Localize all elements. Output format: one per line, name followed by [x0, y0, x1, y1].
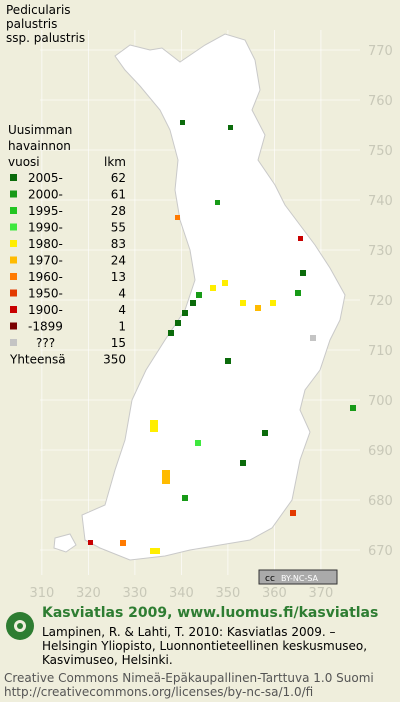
- species-name: ssp. palustris: [6, 31, 85, 45]
- legend-swatch: [10, 240, 17, 247]
- legend-count: 61: [111, 188, 126, 202]
- legend-label: -1899: [28, 320, 63, 334]
- y-tick-label: 710: [368, 344, 393, 359]
- legend-count: 13: [111, 270, 126, 284]
- citation: Lampinen, R. & Lahti, T. 2010: Kasviatla…: [42, 625, 336, 639]
- badge-box: [258, 569, 338, 585]
- legend-count: 4: [118, 287, 126, 301]
- y-tick-label: 670: [368, 544, 393, 559]
- legend-count: 15: [111, 336, 126, 350]
- legend-swatch: [10, 289, 17, 297]
- x-tick-label: 320: [76, 586, 101, 601]
- license: Creative Commons Nimeä-Epäkaupallinen-Ta…: [4, 671, 374, 685]
- legend-count: 24: [111, 254, 126, 268]
- legend-label: 1990-: [28, 221, 63, 235]
- legend-swatch: [10, 273, 17, 280]
- legend-label: 1960-: [28, 270, 63, 284]
- species-name: Pedicularis: [6, 3, 71, 17]
- x-tick-label: 340: [169, 586, 194, 601]
- legend-header: havainnon: [8, 139, 71, 153]
- legend-count: 55: [111, 221, 126, 235]
- legend-label: 1950-: [28, 287, 63, 301]
- legend-count: 4: [118, 303, 126, 317]
- citation: Helsingin Yliopisto, Luonnontieteellinen…: [42, 639, 367, 653]
- citation: Kasvimuseo, Helsinki.: [42, 653, 173, 667]
- observation-squares: [88, 120, 356, 554]
- legend-label: 1900-: [28, 303, 63, 317]
- legend-swatch: [10, 174, 17, 181]
- legend-swatch: [10, 207, 17, 214]
- legend-count: 28: [111, 204, 126, 218]
- legend-swatch: [10, 322, 17, 330]
- y-tick-label: 700: [368, 394, 393, 409]
- y-tick-label: 770: [368, 44, 393, 59]
- legend-count: 62: [111, 171, 126, 185]
- badge-text: BY-NC-SA: [281, 574, 319, 583]
- species-name: palustris: [6, 17, 57, 31]
- y-tick-label: 750: [368, 144, 393, 159]
- aland-islands: [53, 533, 77, 553]
- x-tick-label: 330: [122, 586, 147, 601]
- legend-swatch: [10, 256, 17, 264]
- y-tick-label: 690: [368, 444, 393, 459]
- legend-label: 1980-: [28, 237, 63, 251]
- legend: 2005- 62 2000- 61 1995- 28 1990- 55 1980- 83 1970-…: [9, 171, 126, 367]
- logo: [6, 612, 34, 640]
- x-tick-label: 360: [262, 586, 287, 601]
- y-tick-label: 740: [368, 194, 393, 209]
- y-tick-label: 720: [368, 294, 393, 309]
- x-tick-label: 310: [29, 586, 54, 601]
- legend-label: 2005-: [28, 171, 63, 185]
- legend-swatch: [10, 339, 17, 346]
- license-badge: cc BY-NC-SA: [258, 569, 338, 585]
- site-link[interactable]: Kasviatlas 2009, www.luomus.fi/kasviatla…: [42, 605, 378, 621]
- tick-labels: 310 320 330 340 350 360 370 670 680 690 700 710 720 7…: [29, 44, 392, 601]
- license-url[interactable]: http://creativecommons.org/licenses/by-n…: [4, 685, 313, 699]
- badge-cc: cc: [265, 574, 275, 584]
- legend-label: 2000-: [28, 188, 63, 202]
- legend-swatch: [10, 306, 17, 313]
- legend-label: 1995-: [28, 204, 63, 218]
- legend-count: 1: [118, 320, 126, 334]
- country-outline: [81, 33, 346, 561]
- legend-total-label: Yhteensä: [9, 353, 66, 367]
- legend-label: 1970-: [28, 254, 63, 268]
- legend-count: 83: [111, 237, 126, 251]
- legend-swatch: [10, 190, 17, 198]
- legend-header: Uusimman: [8, 123, 72, 137]
- legend-header: vuosi: [8, 155, 40, 169]
- x-tick-label: 370: [309, 586, 334, 601]
- x-tick-label: 350: [215, 586, 240, 601]
- legend-swatch: [10, 223, 17, 231]
- y-tick-label: 680: [368, 494, 393, 509]
- legend-label: ???: [36, 336, 55, 350]
- y-tick-label: 730: [368, 244, 393, 259]
- legend-header: lkm: [104, 155, 126, 169]
- legend-total: 350: [103, 353, 126, 367]
- y-tick-label: 760: [368, 94, 393, 109]
